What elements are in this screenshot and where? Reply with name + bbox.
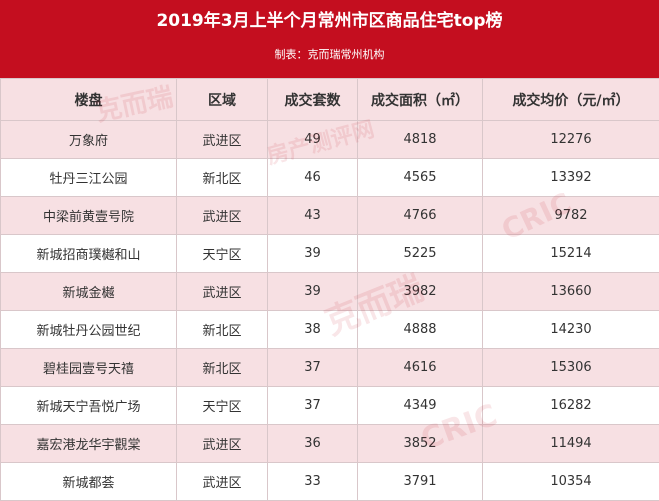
cell-project: 碧桂园壹号天禧 bbox=[1, 349, 177, 387]
cell-project: 新城都荟 bbox=[1, 463, 177, 501]
table-row: 新城都荟 武进区 33 3791 10354 bbox=[1, 463, 659, 501]
cell-units: 33 bbox=[268, 463, 358, 501]
column-header-avg-price: 成交均价（元/㎡） bbox=[483, 79, 659, 121]
column-header-row: 楼盘 区域 成交套数 成交面积（㎡） 成交均价（元/㎡） bbox=[1, 79, 659, 121]
cell-district: 天宁区 bbox=[177, 387, 268, 425]
ranking-table: 楼盘 区域 成交套数 成交面积（㎡） 成交均价（元/㎡） 万象府 武进区 49 … bbox=[0, 78, 659, 501]
table-title: 2019年3月上半个月常州市区商品住宅top榜 bbox=[156, 13, 502, 30]
column-header-units: 成交套数 bbox=[268, 79, 358, 121]
cell-area: 4349 bbox=[358, 387, 483, 425]
cell-district: 武进区 bbox=[177, 121, 268, 159]
table-row: 新城天宁吾悦广场 天宁区 37 4349 16282 bbox=[1, 387, 659, 425]
column-header-area: 成交面积（㎡） bbox=[358, 79, 483, 121]
cell-units: 49 bbox=[268, 121, 358, 159]
table-header-banner: 2019年3月上半个月常州市区商品住宅top榜 制表：克而瑞常州机构 bbox=[0, 0, 659, 78]
cell-avg-price: 11494 bbox=[483, 425, 659, 463]
table-credit: 制表：克而瑞常州机构 bbox=[275, 49, 385, 60]
cell-area: 3982 bbox=[358, 273, 483, 311]
cell-avg-price: 14230 bbox=[483, 311, 659, 349]
cell-project: 新城天宁吾悦广场 bbox=[1, 387, 177, 425]
cell-project: 新城金樾 bbox=[1, 273, 177, 311]
cell-district: 武进区 bbox=[177, 425, 268, 463]
cell-units: 39 bbox=[268, 235, 358, 273]
cell-project: 中梁前黄壹号院 bbox=[1, 197, 177, 235]
cell-district: 武进区 bbox=[177, 197, 268, 235]
cell-avg-price: 13660 bbox=[483, 273, 659, 311]
cell-district: 武进区 bbox=[177, 463, 268, 501]
cell-area: 3791 bbox=[358, 463, 483, 501]
cell-area: 5225 bbox=[358, 235, 483, 273]
cell-area: 4818 bbox=[358, 121, 483, 159]
cell-area: 4616 bbox=[358, 349, 483, 387]
cell-district: 新北区 bbox=[177, 349, 268, 387]
table-row: 新城招商璞樾和山 天宁区 39 5225 15214 bbox=[1, 235, 659, 273]
cell-units: 37 bbox=[268, 349, 358, 387]
table-row: 碧桂园壹号天禧 新北区 37 4616 15306 bbox=[1, 349, 659, 387]
cell-avg-price: 15306 bbox=[483, 349, 659, 387]
column-header-district: 区域 bbox=[177, 79, 268, 121]
table-row: 牡丹三江公园 新北区 46 4565 13392 bbox=[1, 159, 659, 197]
table-row: 新城金樾 武进区 39 3982 13660 bbox=[1, 273, 659, 311]
table-row: 万象府 武进区 49 4818 12276 bbox=[1, 121, 659, 159]
column-header-project: 楼盘 bbox=[1, 79, 177, 121]
cell-district: 武进区 bbox=[177, 273, 268, 311]
cell-units: 46 bbox=[268, 159, 358, 197]
table-row: 嘉宏港龙华宇觀棠 武进区 36 3852 11494 bbox=[1, 425, 659, 463]
table-row: 中梁前黄壹号院 武进区 43 4766 9782 bbox=[1, 197, 659, 235]
cell-project: 新城牡丹公园世纪 bbox=[1, 311, 177, 349]
table-row: 新城牡丹公园世纪 新北区 38 4888 14230 bbox=[1, 311, 659, 349]
cell-area: 4888 bbox=[358, 311, 483, 349]
cell-district: 天宁区 bbox=[177, 235, 268, 273]
cell-area: 4766 bbox=[358, 197, 483, 235]
cell-project: 新城招商璞樾和山 bbox=[1, 235, 177, 273]
cell-district: 新北区 bbox=[177, 159, 268, 197]
cell-units: 37 bbox=[268, 387, 358, 425]
cell-project: 万象府 bbox=[1, 121, 177, 159]
cell-avg-price: 9782 bbox=[483, 197, 659, 235]
cell-avg-price: 12276 bbox=[483, 121, 659, 159]
cell-area: 3852 bbox=[358, 425, 483, 463]
cell-avg-price: 16282 bbox=[483, 387, 659, 425]
cell-area: 4565 bbox=[358, 159, 483, 197]
cell-avg-price: 10354 bbox=[483, 463, 659, 501]
cell-units: 43 bbox=[268, 197, 358, 235]
cell-district: 新北区 bbox=[177, 311, 268, 349]
cell-avg-price: 13392 bbox=[483, 159, 659, 197]
cell-project: 牡丹三江公园 bbox=[1, 159, 177, 197]
cell-units: 39 bbox=[268, 273, 358, 311]
cell-units: 36 bbox=[268, 425, 358, 463]
cell-units: 38 bbox=[268, 311, 358, 349]
cell-avg-price: 15214 bbox=[483, 235, 659, 273]
cell-project: 嘉宏港龙华宇觀棠 bbox=[1, 425, 177, 463]
